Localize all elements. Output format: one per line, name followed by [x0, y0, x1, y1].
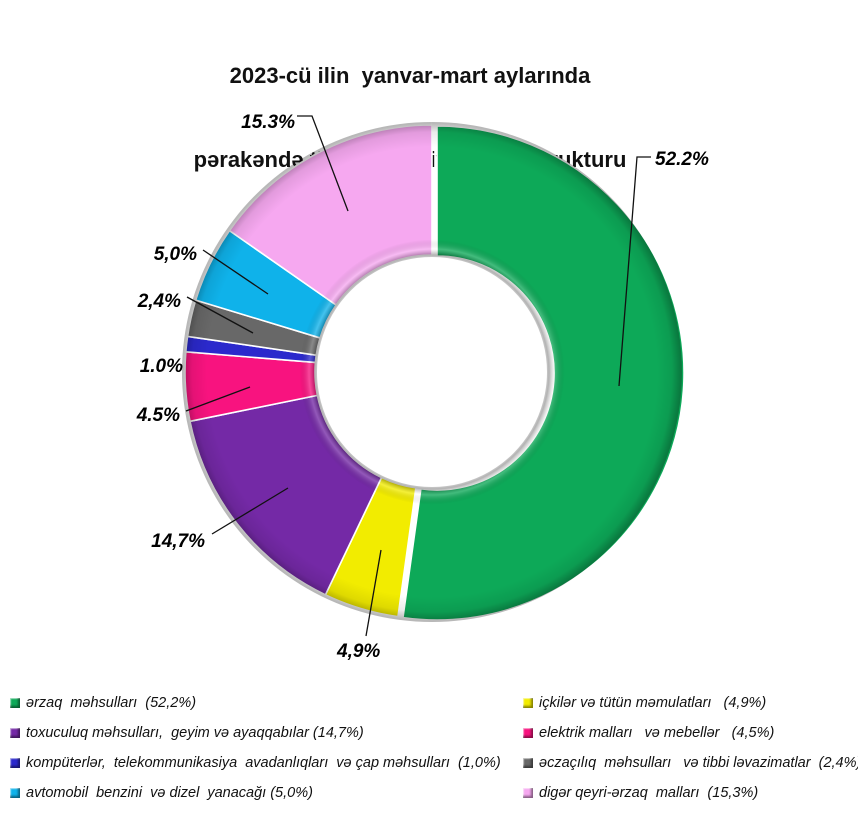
legend-item-diger: digər qeyri-ərzaq malları (15,3%) [523, 778, 858, 808]
callout-label-toxuculuq: 14,7% [151, 531, 205, 552]
leader-line-diger [297, 115, 349, 212]
legend-label-eczaciliq: əczaçılıq məhsulları və tibbi ləvazimatl… [539, 755, 858, 771]
callout-label-komputerler: 1.0% [140, 356, 183, 377]
donut-callouts-group: 52.2% 4,9% 14,7% 4.5% 1.0% 2,4% 5,0% 15.3% [136, 112, 709, 662]
legend-item-toxuculuq: toxuculuq məhsulları, geyim və ayaqqabıl… [10, 718, 501, 748]
legend-item-elektrik: elektrik malları və mebellər (4,5%) [523, 718, 858, 748]
donut-segment-erzaq[interactable] [402, 125, 685, 621]
leader-line-eczaciliq [186, 296, 254, 334]
legend-item-komputerler: kompüterlər, telekommunikasiya avadanlıq… [10, 748, 501, 778]
donut-segments-group [184, 124, 685, 621]
legend-item-avtomobil: avtomobil benzini və dizel yanacağı (5,0… [10, 778, 501, 808]
legend-label-erzaq: ərzaq məhsulları (52,2%) [26, 695, 197, 711]
legend-swatch-toxuculuq [10, 728, 20, 738]
leader-line-erzaq [618, 156, 651, 387]
legend-right-column: içkilər və tütün məmulatları (4,9%) elekt… [523, 688, 858, 808]
legend-item-ickiler: içkilər və tütün məmulatları (4,9%) [523, 688, 858, 718]
leader-line-elektrik [185, 386, 251, 412]
legend-label-elektrik: elektrik malları və mebellər (4,5%) [539, 725, 775, 741]
legend-label-ickiler: içkilər və tütün məmulatları (4,9%) [539, 695, 767, 711]
legend-swatch-eczaciliq [523, 758, 533, 768]
legend-label-diger: digər qeyri-ərzaq malları (15,3%) [539, 785, 759, 801]
legend-label-avtomobil: avtomobil benzini və dizel yanacağı (5,0… [26, 785, 313, 801]
legend-swatch-elektrik [523, 728, 533, 738]
leader-line-ickiler [365, 549, 382, 637]
leader-line-toxuculuq [211, 487, 289, 535]
chart-title-line1: 2023-cü ilin yanvar-mart aylarında [229, 63, 591, 88]
legend-left-column: ərzaq məhsulları (52,2%) toxuculuq məhsul… [10, 688, 501, 808]
callout-label-erzaq: 52.2% [655, 149, 709, 170]
legend-item-eczaciliq: əczaçılıq məhsulları və tibbi ləvazimatl… [523, 748, 858, 778]
legend-swatch-komputerler [10, 758, 20, 768]
legend-swatch-diger [523, 788, 533, 798]
callout-label-eczaciliq: 2,4% [137, 291, 181, 312]
legend-swatch-ickiler [523, 698, 533, 708]
legend-label-toxuculuq: toxuculuq məhsulları, geyim və ayaqqabıl… [26, 725, 364, 741]
legend-swatch-erzaq [10, 698, 20, 708]
legend-swatch-avtomobil [10, 788, 20, 798]
callout-label-diger: 15.3% [241, 112, 295, 133]
legend-label-komputerler: kompüterlər, telekommunikasiya avadanlıq… [26, 755, 501, 771]
callout-label-avtomobil: 5,0% [154, 244, 197, 265]
callout-label-elektrik: 4.5% [136, 405, 180, 426]
callout-label-ickiler: 4,9% [336, 641, 380, 662]
legend-item-erzaq: ərzaq məhsulları (52,2%) [10, 688, 501, 718]
leader-line-avtomobil [202, 249, 269, 295]
